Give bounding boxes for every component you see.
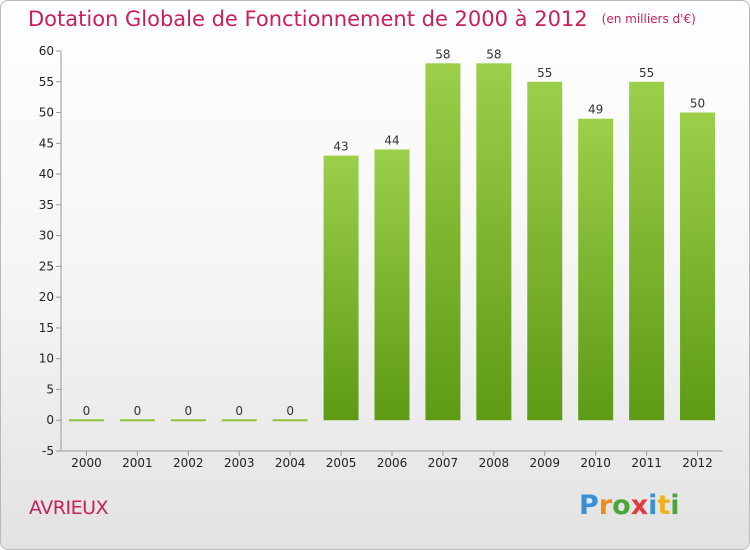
data-label-2004: 0: [286, 404, 294, 418]
logo-letter: i: [670, 490, 680, 521]
y-tick-label: 50: [39, 106, 54, 120]
logo-letter: P: [579, 490, 599, 521]
data-label-2001: 0: [134, 404, 142, 418]
y-tick-label: 30: [39, 229, 54, 243]
bar-2010: [578, 118, 614, 421]
y-tick-label: 55: [39, 75, 54, 89]
logo-letter: o: [612, 490, 631, 521]
data-label-2009: 55: [537, 66, 552, 80]
x-tick-label-2007: 2007: [428, 456, 459, 470]
y-tick-label: 25: [39, 259, 54, 273]
x-tick-label-2012: 2012: [682, 456, 713, 470]
x-tick-label-2001: 2001: [122, 456, 153, 470]
logo-letter: r: [598, 490, 613, 521]
y-tick-label: 20: [39, 290, 54, 304]
x-tick-label-2006: 2006: [377, 456, 408, 470]
chart-title-text: Dotation Globale de Fonctionnement de 20…: [28, 7, 588, 31]
logo-letter: t: [657, 490, 671, 521]
proxiti-logo: Proxiti: [579, 490, 680, 521]
data-label-2007: 58: [435, 47, 450, 61]
x-tick-label-2008: 2008: [479, 456, 510, 470]
bar-2011: [629, 81, 665, 421]
y-tick-label: 40: [39, 167, 54, 181]
chart-unit-note: (en milliers d'€): [601, 12, 696, 26]
x-tick-label-2003: 2003: [224, 456, 255, 470]
bar-2006: [374, 149, 410, 421]
commune-name: AVRIEUX: [29, 497, 109, 519]
bar-2009: [527, 81, 563, 421]
x-tick-label-2010: 2010: [580, 456, 611, 470]
y-tick-label: -5: [42, 444, 54, 458]
x-tick-label-2011: 2011: [631, 456, 662, 470]
bar-2007: [425, 63, 461, 421]
data-label-2002: 0: [184, 404, 192, 418]
data-label-2005: 43: [333, 140, 348, 154]
logo-letter: i: [648, 490, 658, 521]
data-label-2000: 0: [83, 404, 91, 418]
y-tick-label: 15: [39, 321, 54, 335]
y-tick-label: 60: [39, 44, 54, 58]
x-tick-label-2002: 2002: [173, 456, 204, 470]
x-tick-label-2000: 2000: [71, 456, 102, 470]
data-label-2012: 50: [690, 97, 705, 111]
y-tick-label: 5: [46, 382, 54, 396]
data-label-2003: 0: [235, 404, 243, 418]
x-tick-label-2009: 2009: [529, 456, 560, 470]
y-tick-label: 10: [39, 352, 54, 366]
x-tick-label-2004: 2004: [275, 456, 306, 470]
y-tick-label: 35: [39, 198, 54, 212]
logo-letter: x: [630, 490, 649, 521]
bar-2008: [476, 63, 512, 421]
data-label-2008: 58: [486, 47, 501, 61]
bar-2005: [323, 155, 359, 421]
data-label-2006: 44: [384, 133, 399, 147]
data-label-2010: 49: [588, 103, 603, 117]
data-label-2011: 55: [639, 66, 654, 80]
y-tick-label: 45: [39, 136, 54, 150]
y-tick-label: 0: [46, 413, 54, 427]
x-tick-label-2005: 2005: [326, 456, 357, 470]
bar-2012: [680, 112, 716, 421]
chart-title: Dotation Globale de Fonctionnement de 20…: [28, 7, 696, 31]
